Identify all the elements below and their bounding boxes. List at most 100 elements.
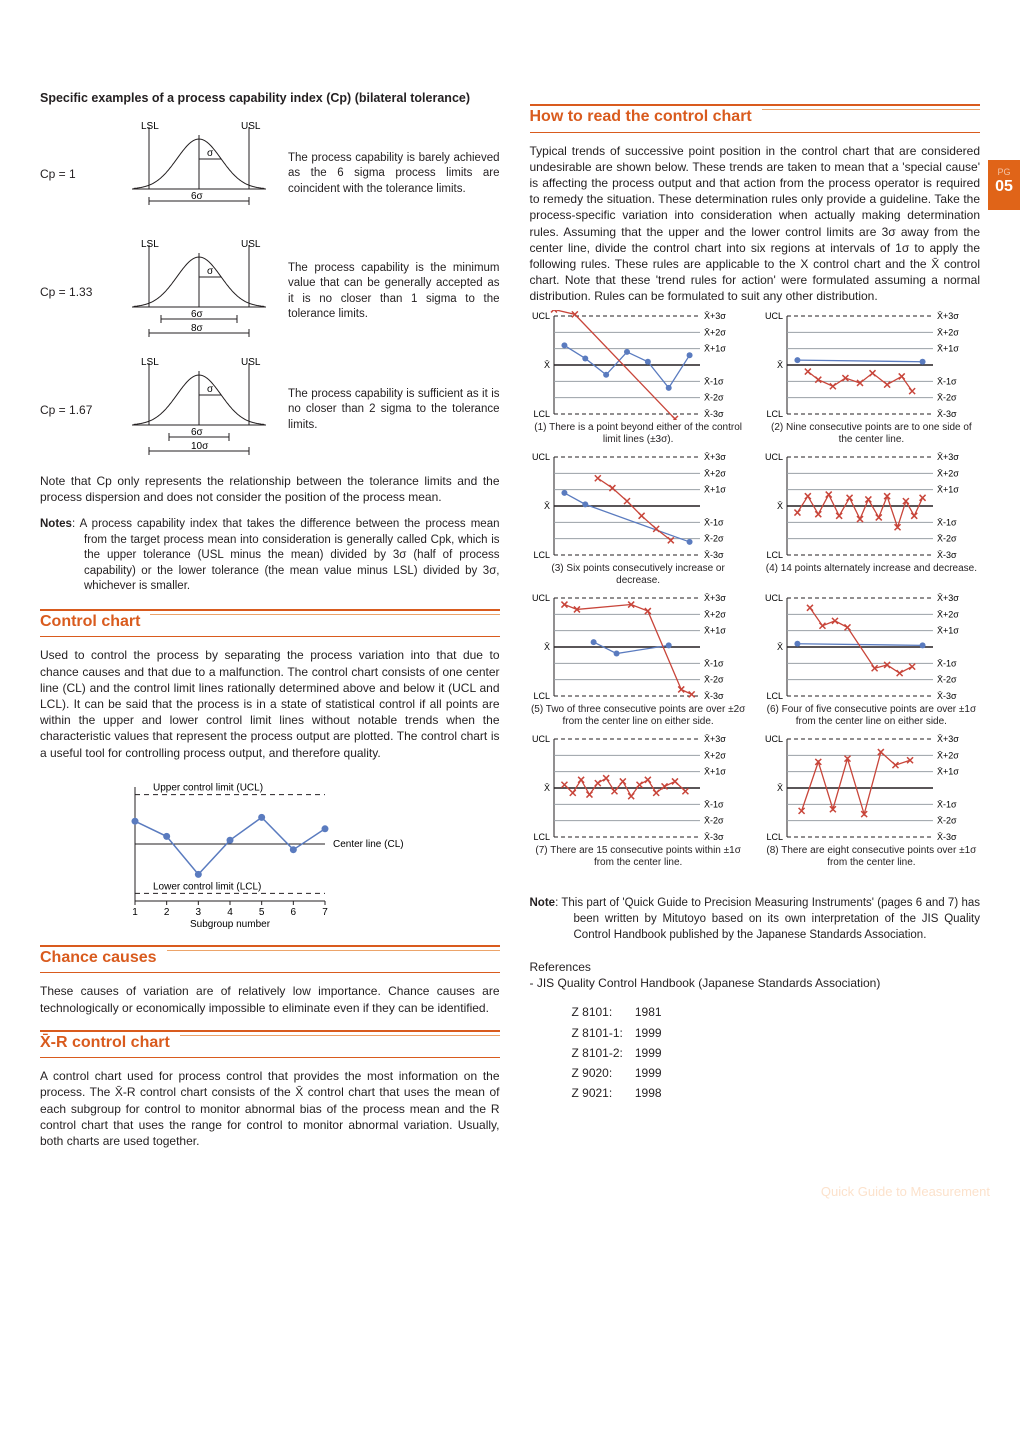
- trend-chart: X̄+3σX̄+2σX̄+1σX̄-1σX̄-2σX̄-3σUCLX̄LCL(5…: [530, 592, 747, 727]
- svg-text:X̄: X̄: [777, 642, 783, 652]
- svg-text:σ: σ: [207, 384, 214, 395]
- svg-text:X̄-3σ: X̄-3σ: [704, 409, 724, 419]
- xr-chart-title: X̄-R control chart: [40, 1030, 500, 1061]
- svg-text:X̄+2σ: X̄+2σ: [937, 469, 959, 479]
- trend-chart: X̄+3σX̄+2σX̄+1σX̄-1σX̄-2σX̄-3σUCLX̄LCL(8…: [763, 733, 980, 868]
- footer: Quick Guide to Measurement: [0, 1175, 1020, 1209]
- svg-text:Subgroup number: Subgroup number: [190, 919, 271, 930]
- svg-text:X̄: X̄: [777, 501, 783, 511]
- svg-text:X̄: X̄: [543, 783, 549, 793]
- svg-text:UCL: UCL: [765, 593, 783, 603]
- svg-text:X̄-1σ: X̄-1σ: [937, 800, 957, 810]
- svg-text:X̄-2σ: X̄-2σ: [937, 816, 957, 826]
- svg-text:X̄-1σ: X̄-1σ: [704, 800, 724, 810]
- svg-text:X̄+3σ: X̄+3σ: [937, 593, 959, 603]
- svg-text:X̄+3σ: X̄+3σ: [704, 452, 726, 462]
- svg-text:UCL: UCL: [765, 311, 783, 321]
- svg-text:4: 4: [227, 907, 233, 918]
- svg-text:X̄-1σ: X̄-1σ: [704, 518, 724, 528]
- xr-chart-text: A control chart used for process control…: [40, 1068, 500, 1149]
- svg-text:X̄+1σ: X̄+1σ: [704, 344, 726, 354]
- trend-caption: (5) Two of three consecutive points are …: [530, 704, 747, 727]
- svg-text:X̄+2σ: X̄+2σ: [704, 610, 726, 620]
- svg-text:X̄-1σ: X̄-1σ: [704, 659, 724, 669]
- svg-text:X̄+3σ: X̄+3σ: [704, 734, 726, 744]
- svg-text:USL: USL: [241, 357, 261, 368]
- svg-text:X̄-2σ: X̄-2σ: [937, 393, 957, 403]
- svg-text:X̄: X̄: [543, 360, 549, 370]
- svg-text:LCL: LCL: [533, 832, 550, 842]
- control-chart-figure: Upper control limit (UCL)Center line (CL…: [40, 771, 500, 931]
- trend-chart: X̄+3σX̄+2σX̄+1σX̄-1σX̄-2σX̄-3σUCLX̄LCL(4…: [763, 451, 980, 586]
- svg-text:LSL: LSL: [141, 121, 159, 132]
- svg-text:X̄+1σ: X̄+1σ: [937, 344, 959, 354]
- svg-text:UCL: UCL: [765, 452, 783, 462]
- svg-text:X̄+2σ: X̄+2σ: [704, 328, 726, 338]
- svg-text:1: 1: [132, 907, 138, 918]
- svg-text:LCL: LCL: [766, 550, 783, 560]
- control-chart-text: Used to control the process by separatin…: [40, 647, 500, 760]
- svg-text:X̄+1σ: X̄+1σ: [704, 767, 726, 777]
- cp-desc: The process capability is barely achieve…: [288, 151, 500, 198]
- svg-text:X̄+2σ: X̄+2σ: [704, 751, 726, 761]
- svg-text:LCL: LCL: [533, 550, 550, 560]
- svg-text:X̄: X̄: [777, 783, 783, 793]
- svg-text:σ: σ: [207, 266, 214, 277]
- svg-text:Center line (CL): Center line (CL): [333, 839, 404, 850]
- svg-text:X̄+3σ: X̄+3σ: [937, 734, 959, 744]
- svg-text:LSL: LSL: [141, 357, 159, 368]
- svg-text:X̄-3σ: X̄-3σ: [937, 409, 957, 419]
- svg-text:Lower control limit (LCL): Lower control limit (LCL): [153, 881, 261, 892]
- cp-label: Cp = 1: [40, 166, 110, 182]
- trend-chart: X̄+3σX̄+2σX̄+1σX̄-1σX̄-2σX̄-3σUCLX̄LCL(1…: [530, 310, 747, 445]
- svg-text:6σ: 6σ: [191, 309, 204, 320]
- trend-caption: (6) Four of five consecutive points are …: [763, 704, 980, 727]
- right-column: How to read the control chart Typical tr…: [530, 90, 981, 1149]
- svg-text:X̄-1σ: X̄-1σ: [937, 377, 957, 387]
- svg-text:UCL: UCL: [765, 734, 783, 744]
- svg-text:X̄-3σ: X̄-3σ: [704, 691, 724, 701]
- svg-text:X̄: X̄: [777, 360, 783, 370]
- svg-text:X̄-3σ: X̄-3σ: [704, 550, 724, 560]
- svg-text:X̄-2σ: X̄-2σ: [704, 534, 724, 544]
- trend-caption: (1) There is a point beyond either of th…: [530, 422, 747, 445]
- svg-text:LCL: LCL: [533, 409, 550, 419]
- cp-desc: The process capability is the minimum va…: [288, 261, 500, 323]
- svg-text:X̄-2σ: X̄-2σ: [704, 675, 724, 685]
- svg-text:X̄-2σ: X̄-2σ: [704, 816, 724, 826]
- svg-text:X̄+3σ: X̄+3σ: [704, 593, 726, 603]
- svg-text:USL: USL: [241, 239, 261, 250]
- cp-label: Cp = 1.67: [40, 402, 110, 418]
- svg-text:X̄: X̄: [543, 642, 549, 652]
- svg-text:X̄-2σ: X̄-2σ: [937, 534, 957, 544]
- cp-notes-block: Notes: A process capability index that t…: [40, 517, 500, 595]
- footer-text: Quick Guide to Measurement: [821, 1183, 990, 1201]
- trend-chart: X̄+3σX̄+2σX̄+1σX̄-1σX̄-2σX̄-3σUCLX̄LCL(6…: [763, 592, 980, 727]
- svg-text:X̄+2σ: X̄+2σ: [937, 751, 959, 761]
- cp-note: Note that Cp only represents the relatio…: [40, 473, 500, 505]
- how-to-title: How to read the control chart: [530, 104, 981, 135]
- svg-text:X̄+1σ: X̄+1σ: [937, 626, 959, 636]
- page-body: Specific examples of a process capabilit…: [0, 0, 1020, 1209]
- svg-text:X̄-2σ: X̄-2σ: [704, 393, 724, 403]
- references-line: - JIS Quality Control Handbook (Japanese…: [530, 975, 981, 991]
- svg-text:LSL: LSL: [141, 239, 159, 250]
- svg-text:X̄+2σ: X̄+2σ: [937, 328, 959, 338]
- trend-caption: (2) Nine consecutive points are to one s…: [763, 422, 980, 445]
- control-chart-title: Control chart: [40, 609, 500, 640]
- trend-chart: X̄+3σX̄+2σX̄+1σX̄-1σX̄-2σX̄-3σUCLX̄LCL(7…: [530, 733, 747, 868]
- cp-examples-heading: Specific examples of a process capabilit…: [40, 90, 500, 107]
- page-tab-pg: PG: [988, 168, 1020, 178]
- svg-text:X̄-1σ: X̄-1σ: [937, 659, 957, 669]
- cp-figure: σLSLUSL6σ8σ: [124, 237, 274, 347]
- svg-text:3: 3: [195, 907, 201, 918]
- right-note-label: Note: [530, 897, 556, 909]
- references-table: Z 8101:1981Z 8101-1:1999Z 8101-2:1999Z 9…: [570, 1001, 674, 1104]
- notes-label: Notes: [40, 518, 72, 530]
- svg-text:UCL: UCL: [531, 311, 549, 321]
- svg-text:X̄+1σ: X̄+1σ: [937, 485, 959, 495]
- trend-caption: (3) Six points consecutively increase or…: [530, 563, 747, 586]
- trend-caption: (4) 14 points alternately increase and d…: [763, 563, 980, 575]
- svg-text:X̄-1σ: X̄-1σ: [704, 377, 724, 387]
- trend-chart: X̄+3σX̄+2σX̄+1σX̄-1σX̄-2σX̄-3σUCLX̄LCL(3…: [530, 451, 747, 586]
